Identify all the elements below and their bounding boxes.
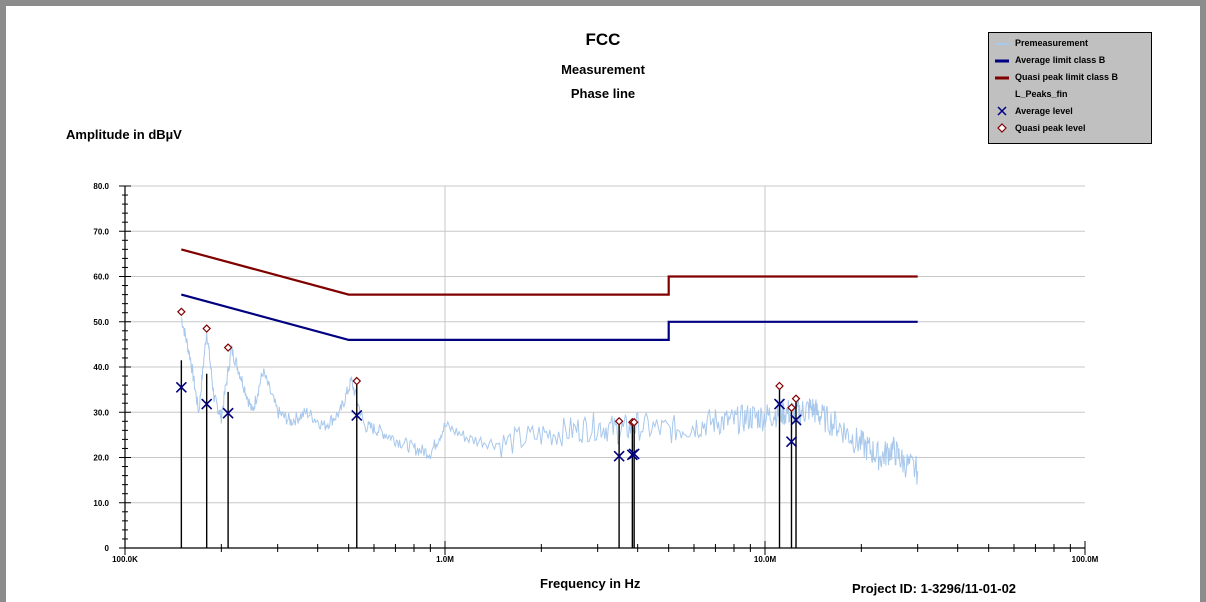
legend-item-quasi-peak-limit: Quasi peak limit class B (989, 70, 1153, 86)
diamond-marker-icon (997, 123, 1007, 133)
quasi-peak-marker (202, 324, 212, 333)
x-tick-label: 10.0M (754, 555, 777, 564)
legend-line-icon (995, 76, 1009, 80)
average-level-marker (790, 414, 802, 426)
legend-label: Quasi peak level (1015, 123, 1086, 133)
average-level-marker (613, 450, 625, 462)
legend-label: L_Peaks_fin (1015, 89, 1068, 99)
average-level-marker (175, 381, 187, 393)
chart-subtitle-measurement: Measurement (561, 62, 645, 77)
average-level-marker (351, 409, 363, 421)
y-tick-label: 30.0 (93, 408, 109, 417)
legend-line-icon (995, 43, 1009, 45)
y-tick-label: 50.0 (93, 318, 109, 327)
x-tick-label: 100.0K (112, 555, 138, 564)
y-tick-label: 0 (105, 544, 110, 553)
average-limit-line (181, 293, 918, 341)
quasi-peak-marker (629, 417, 639, 427)
y-tick-label: 80.0 (93, 182, 109, 191)
quasi-peak-marker (775, 381, 784, 391)
x-tick-label: 1.0M (436, 555, 454, 564)
legend: Premeasurement Average limit class B Qua… (988, 32, 1152, 144)
legend-line-icon (995, 59, 1009, 63)
quasi-peak-marker (787, 403, 796, 413)
y-tick-label: 10.0 (93, 499, 109, 508)
y-tick-label: 70.0 (93, 227, 109, 236)
y-tick-label: 20.0 (93, 454, 109, 463)
premeasurement-line (180, 317, 919, 485)
chart-subtitle-phase: Phase line (570, 86, 636, 101)
average-level-marker (785, 436, 798, 448)
legend-item-average-level: Average level (989, 104, 1153, 120)
quasi-peak-marker (352, 376, 362, 386)
quasi-peak-marker (223, 343, 233, 352)
legend-item-quasi-peak-level: Quasi peak level (989, 121, 1153, 137)
y-tick-label: 60.0 (93, 273, 109, 282)
x-axis-label: Frequency in Hz (540, 576, 641, 591)
legend-label: Average limit class B (1015, 55, 1106, 65)
average-level-marker (201, 398, 213, 410)
legend-label: Premeasurement (1015, 38, 1089, 48)
average-level-marker (628, 448, 640, 460)
quasi-peak-marker (614, 416, 624, 426)
legend-label: Quasi peak limit class B (1015, 72, 1119, 82)
project-id: Project ID: 1-3296/11-01-02 (852, 581, 1017, 596)
legend-item-average-limit: Average limit class B (989, 53, 1153, 69)
quasi-peak-limit-line (181, 248, 918, 296)
x-tick-label: 100.0M (1072, 555, 1099, 564)
y-tick-label: 40.0 (93, 363, 109, 372)
quasi-peak-marker (791, 394, 801, 404)
x-marker-icon (997, 106, 1007, 116)
average-level-marker (773, 398, 786, 410)
legend-item-peaks-fin: L_Peaks_fin (989, 87, 1153, 103)
legend-label: Average level (1015, 106, 1073, 116)
legend-item-premeasurement: Premeasurement (989, 36, 1153, 52)
chart-title: FCC (585, 30, 621, 49)
quasi-peak-marker (177, 307, 186, 317)
y-axis-label: Amplitude in dBµV (66, 127, 182, 142)
average-level-marker (222, 407, 234, 419)
